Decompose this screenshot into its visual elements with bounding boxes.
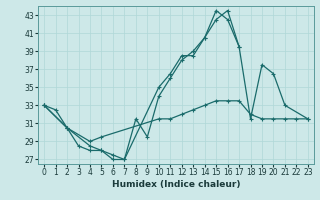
- X-axis label: Humidex (Indice chaleur): Humidex (Indice chaleur): [112, 180, 240, 189]
